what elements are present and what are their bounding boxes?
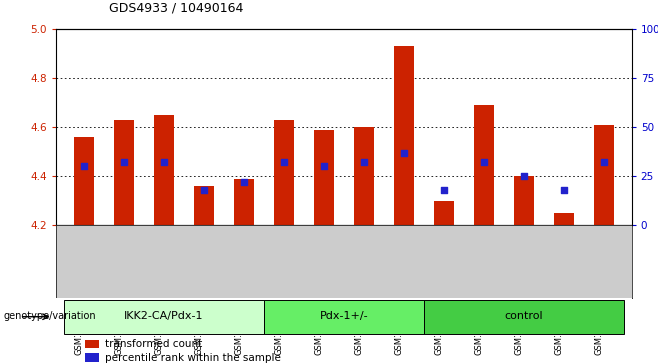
Point [519, 173, 529, 179]
Bar [594, 125, 614, 225]
Text: IKK2-CA/Pdx-1: IKK2-CA/Pdx-1 [124, 311, 203, 321]
Point [318, 163, 329, 169]
Point [159, 159, 169, 165]
Bar [114, 120, 134, 225]
Text: genotype/variation: genotype/variation [3, 311, 96, 321]
Point [399, 150, 409, 155]
Text: control: control [505, 311, 543, 321]
Point [278, 159, 289, 165]
Bar [234, 179, 254, 225]
Point [559, 187, 569, 193]
Bar [85, 340, 99, 348]
Point [239, 179, 249, 185]
Text: percentile rank within the sample: percentile rank within the sample [105, 352, 281, 363]
Bar [474, 105, 494, 225]
Point [118, 159, 129, 165]
Bar [264, 299, 424, 334]
Bar [393, 46, 414, 225]
Point [438, 187, 449, 193]
Bar [154, 115, 174, 225]
Bar [314, 130, 334, 225]
Point [79, 163, 89, 169]
Bar [74, 137, 94, 225]
Bar [194, 186, 214, 225]
Point [359, 159, 369, 165]
Bar [85, 354, 99, 362]
Bar [64, 299, 264, 334]
Point [598, 159, 609, 165]
Bar [354, 127, 374, 225]
Bar [274, 120, 294, 225]
Text: transformed count: transformed count [105, 339, 202, 349]
Bar [514, 176, 534, 225]
Text: Pdx-1+/-: Pdx-1+/- [320, 311, 368, 321]
Point [199, 187, 209, 193]
Bar [554, 213, 574, 225]
Point [478, 159, 489, 165]
Bar [434, 201, 454, 225]
Text: GDS4933 / 10490164: GDS4933 / 10490164 [109, 1, 243, 15]
Bar [424, 299, 624, 334]
